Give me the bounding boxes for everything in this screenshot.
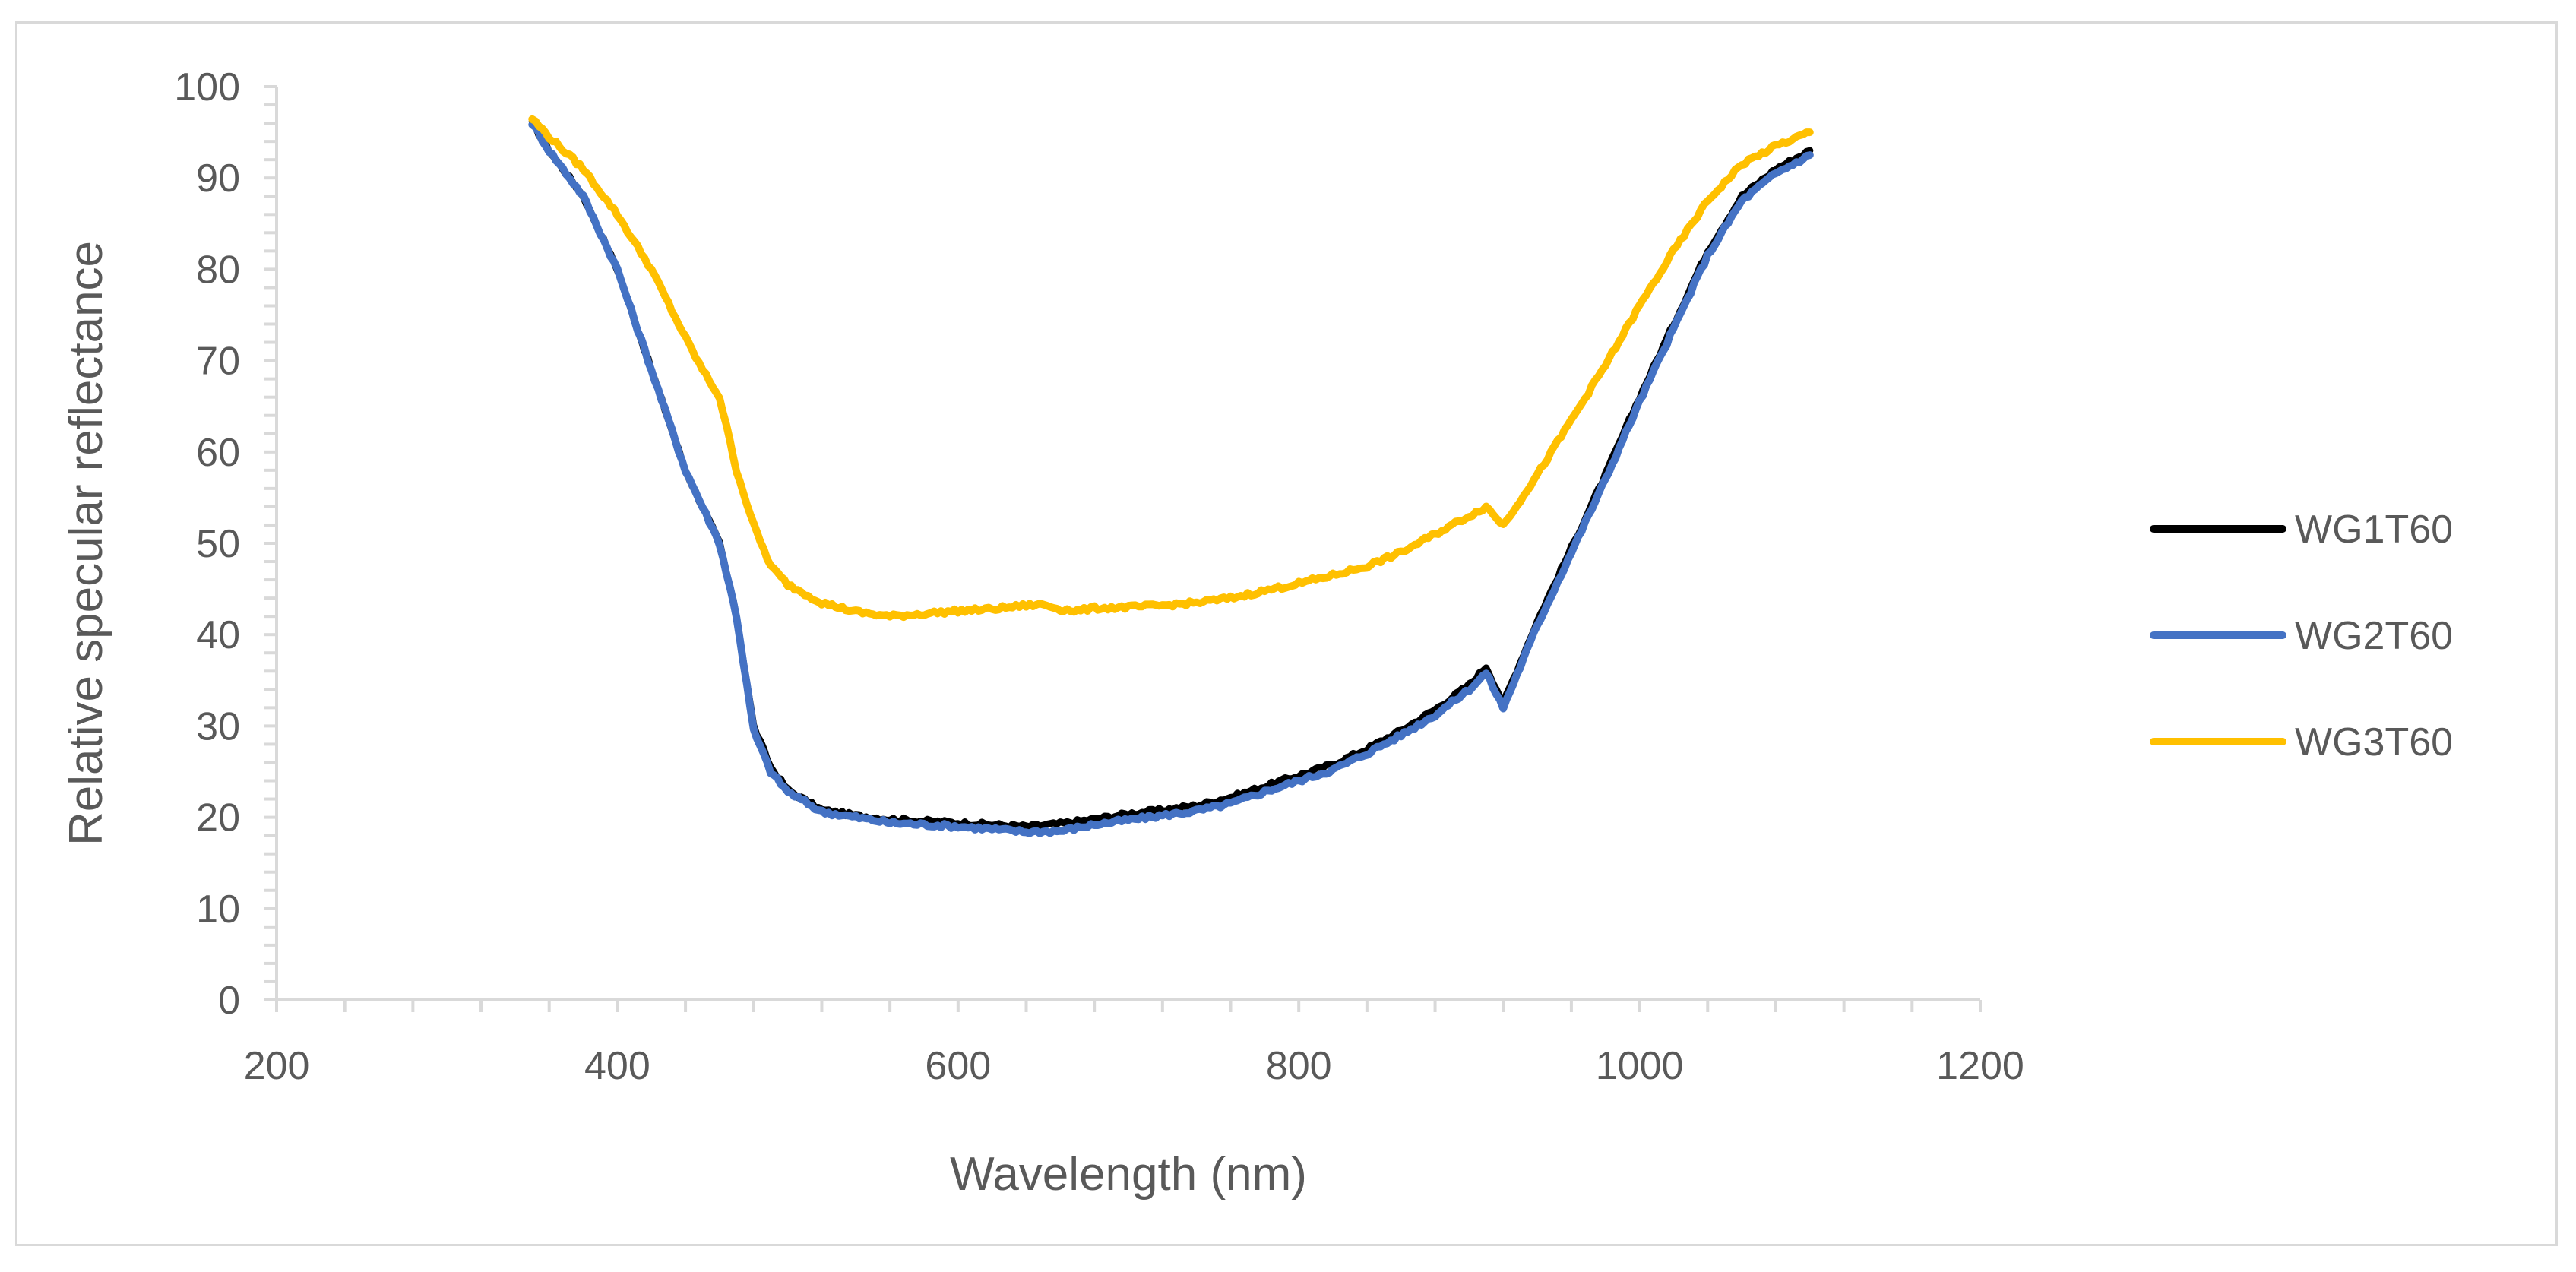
x-tick-label: 1000 (1596, 1044, 1684, 1088)
y-tick-label: 30 (196, 704, 240, 748)
y-tick-label: 0 (218, 979, 240, 1023)
y-tick-label: 20 (196, 796, 240, 840)
legend-label-wg3t60: WG3T60 (2295, 720, 2453, 764)
y-tick-label: 80 (196, 248, 240, 292)
y-tick-label: 10 (196, 888, 240, 932)
x-tick-label: 400 (584, 1044, 650, 1088)
legend-label-wg2t60: WG2T60 (2295, 614, 2453, 658)
chart-area (15, 21, 2558, 1246)
x-tick-label: 800 (1266, 1044, 1332, 1088)
x-tick-label: 200 (244, 1044, 310, 1088)
x-axis-title: Wavelength (nm) (950, 1148, 1307, 1201)
x-tick-label: 1200 (1936, 1044, 2024, 1088)
series-line-wg2t60 (528, 121, 1814, 837)
x-tick-label: 600 (925, 1044, 991, 1088)
y-tick-label: 70 (196, 340, 240, 384)
y-tick-label: 50 (196, 522, 240, 566)
y-tick-label: 90 (196, 157, 240, 201)
legend-label-wg1t60: WG1T60 (2295, 508, 2453, 552)
y-tick-label: 40 (196, 613, 240, 657)
series-line-wg1t60 (528, 118, 1814, 831)
y-tick-label: 100 (174, 65, 240, 109)
series-line-wg3t60 (528, 115, 1814, 622)
y-axis-title: Relative specular reflectance (60, 241, 112, 846)
y-tick-label: 60 (196, 431, 240, 475)
